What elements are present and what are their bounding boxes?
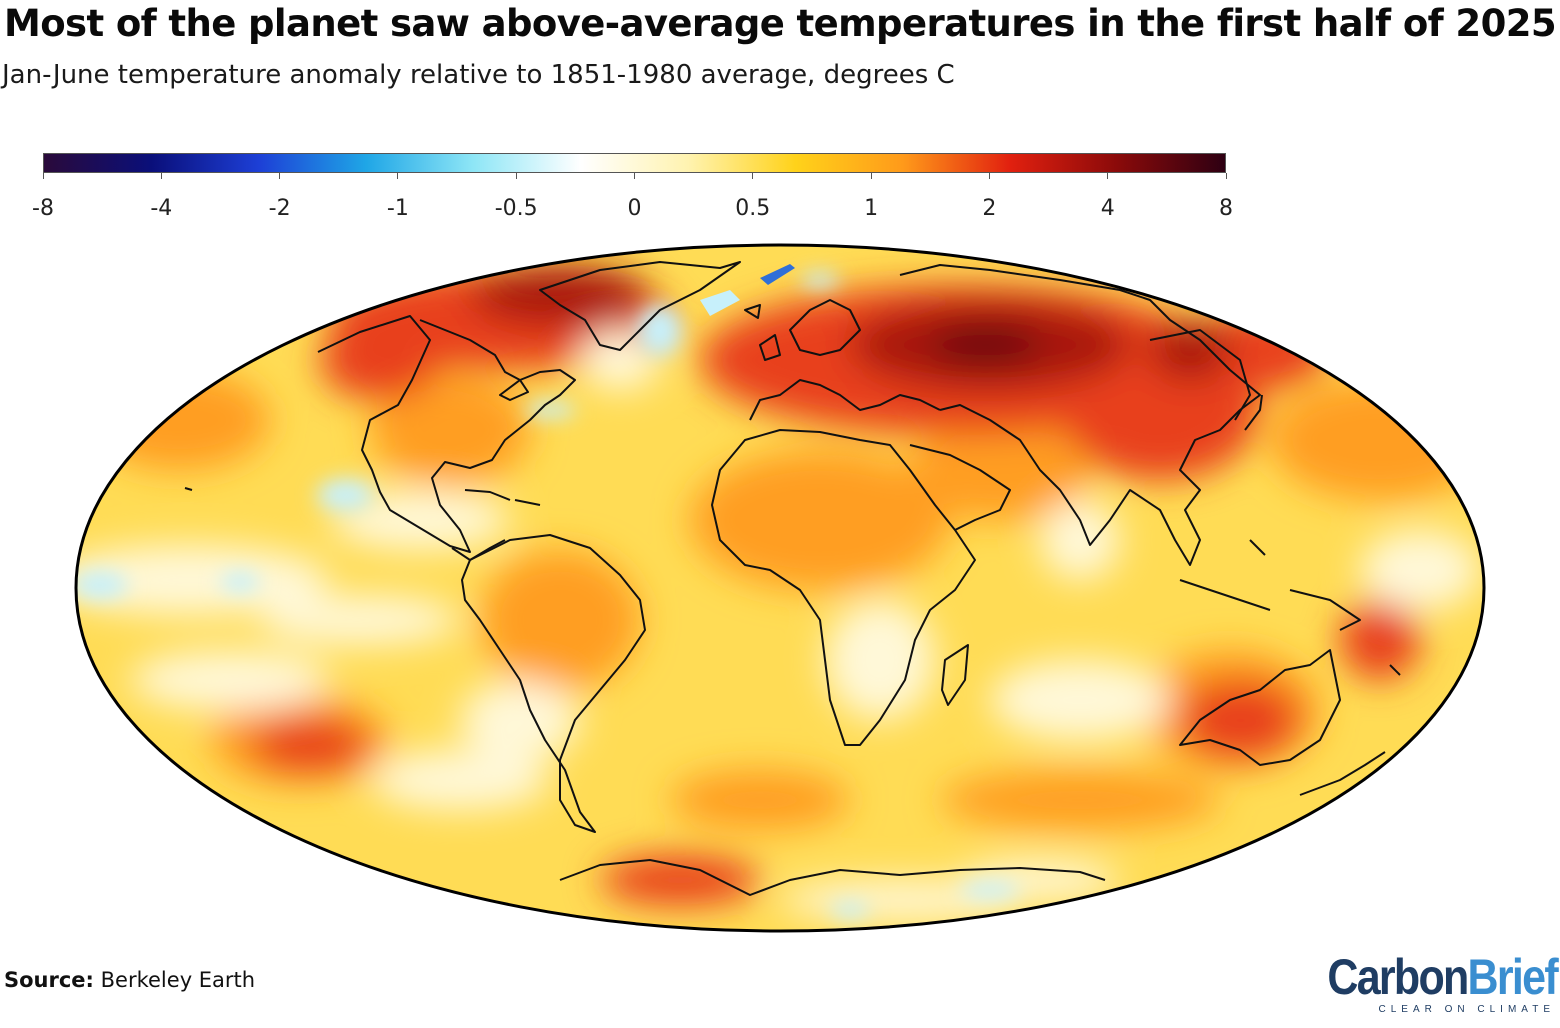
carbonbrief-logo: CarbonBrief CLEAR ON CLIMATE	[1290, 949, 1559, 1015]
colorbar-tick-label: 0.5	[735, 196, 771, 221]
colorbar-tick	[1107, 173, 1109, 179]
colorbar-tick-label: -0.5	[494, 196, 538, 221]
colorbar-tick-label: 1	[864, 196, 879, 221]
colorbar-tick	[279, 173, 281, 179]
logo-carbon: Carbon	[1327, 949, 1469, 1005]
colorbar-tick-label: 4	[1100, 196, 1115, 221]
colorbar-tick	[397, 173, 399, 179]
logo-tagline: CLEAR ON CLIMATE	[1378, 1004, 1555, 1015]
source-note: Source: Berkeley Earth	[4, 968, 255, 992]
coastlines	[184, 261, 1401, 896]
temperature-anomaly-field	[76, 245, 1484, 931]
colorbar-tick-label: -1	[386, 196, 409, 221]
colorbar-tick	[42, 173, 44, 179]
colorbar-tick-label: -4	[150, 196, 173, 221]
colorbar	[43, 153, 1226, 173]
colorbar-tick	[1225, 173, 1227, 179]
colorbar-tick	[160, 173, 162, 179]
colorbar-tick-label: 8	[1219, 196, 1233, 221]
source-value: Berkeley Earth	[100, 968, 256, 992]
chart-subtitle: Jan-June temperature anomaly relative to…	[2, 60, 955, 90]
colorbar-tick-label: -8	[32, 196, 54, 221]
logo-brief: Brief	[1467, 949, 1559, 1005]
colorbar-tick-label: -2	[268, 196, 291, 221]
chart-title: Most of the planet saw above-average tem…	[4, 2, 1557, 45]
colorbar-tick	[870, 173, 872, 179]
colorbar-tick	[752, 173, 754, 179]
globe-outline	[74, 243, 1486, 933]
colorbar-tick-label: 0	[627, 196, 642, 221]
colorbar-tick	[634, 173, 635, 179]
colorbar-tick	[988, 173, 990, 179]
source-label: Source:	[4, 968, 94, 992]
colorbar-tick	[515, 173, 517, 179]
colorbar-tick-label: 2	[982, 196, 997, 221]
